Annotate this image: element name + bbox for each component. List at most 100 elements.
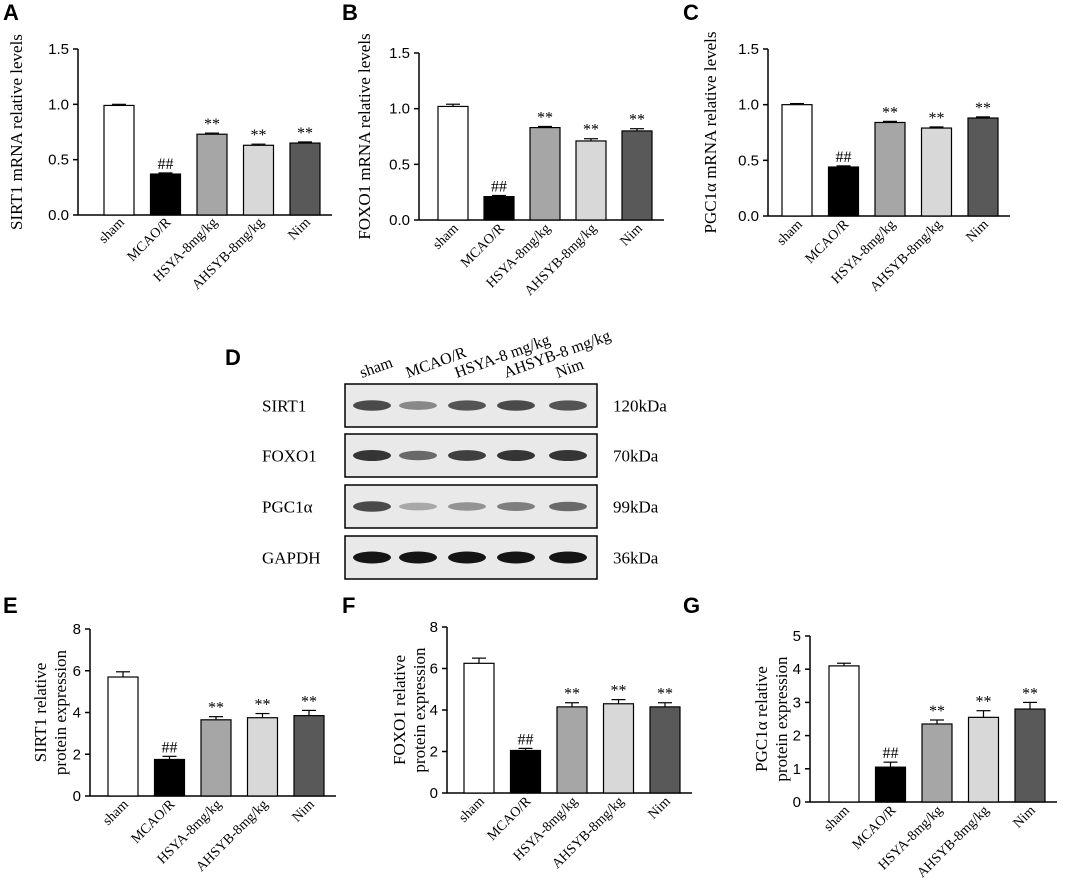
- panel-letter-b: B: [342, 0, 358, 25]
- chart-panel-c: 0.0 0.5 1.0 1.5 PGC1α mRNA relative levels sh…: [701, 31, 1010, 295]
- significance-label: **: [929, 110, 945, 127]
- blot-band: [353, 449, 391, 462]
- bar-sham: [828, 665, 860, 803]
- significance-label: **: [255, 697, 271, 714]
- blot-protein-label: SIRT1: [262, 397, 306, 416]
- blot-band: [448, 502, 486, 511]
- blot-band: [497, 449, 535, 462]
- bar-mcao-r: [874, 766, 907, 803]
- x-tick-label: Nim: [964, 217, 992, 245]
- y-axis-label: SIRT1 relative: [31, 663, 50, 763]
- blot-band: [448, 551, 486, 564]
- bar-nim: [289, 142, 321, 216]
- y-tick-label: 2: [430, 744, 438, 761]
- y-tick-label: 0.5: [389, 156, 410, 173]
- chart-panel-a: 0.0 0.5 1.0 1.5 SIRT1 mRNA relative levels sh…: [7, 34, 332, 293]
- x-tick-label: Nim: [618, 221, 646, 249]
- y-tick-label: 2: [73, 746, 81, 763]
- blot-band: [549, 449, 587, 462]
- x-tick-label: Nim: [286, 215, 314, 243]
- significance-label: **: [537, 109, 553, 126]
- y-tick-label: 4: [430, 702, 438, 719]
- y-tick-label: 0: [430, 785, 438, 802]
- y-axis-label: FOXO1 relative: [390, 655, 409, 765]
- bar-ahsyb-8mg-kg: [920, 127, 953, 217]
- x-tick-label: Nim: [290, 797, 318, 825]
- blot-protein-label: PGC1α: [262, 498, 313, 517]
- blot-protein-label: GAPDH: [262, 549, 321, 568]
- bar-ahsyb-8mg-kg: [575, 140, 607, 221]
- y-tick-label: 0.0: [738, 208, 759, 225]
- y-tick-label: 0.0: [389, 212, 410, 229]
- bar-sham: [463, 662, 495, 794]
- bar-nim: [967, 117, 999, 217]
- blot-band: [497, 551, 535, 564]
- y-tick-label: 0.5: [48, 152, 69, 169]
- panel-letter-a: A: [3, 0, 19, 25]
- significance-label: **: [564, 686, 580, 703]
- significance-label: ##: [491, 179, 507, 196]
- y-axis-label: protein expression: [410, 647, 429, 773]
- chart-panel-g: 0 1 2 3 4 5 PGC1α relative protein expression sh…: [752, 628, 1057, 881]
- y-axis-label: protein expression: [772, 656, 791, 782]
- significance-label: **: [297, 125, 313, 142]
- y-tick-label: 1.0: [389, 101, 410, 118]
- bar-hsya-8mg-kg: [529, 126, 561, 221]
- y-tick-label: 0: [73, 788, 81, 805]
- bar-mcao-r: [509, 749, 542, 794]
- blot-band: [399, 502, 437, 511]
- y-tick-label: 0.0: [48, 207, 69, 224]
- bar-mcao-r: [827, 166, 860, 217]
- significance-label: **: [629, 112, 645, 129]
- blot-size-label: 120kDa: [613, 397, 667, 416]
- significance-label: **: [1022, 685, 1038, 702]
- chart-panel-e: 0 2 4 6 8 SIRT1 relative protein expression sha…: [31, 621, 336, 875]
- bar-sham: [103, 104, 135, 216]
- x-tick-label: sham: [774, 217, 806, 249]
- significance-label: ##: [158, 156, 174, 173]
- y-axis-label: FOXO1 mRNA relative levels: [355, 33, 374, 239]
- blot-band: [549, 400, 587, 411]
- x-tick-label: sham: [96, 215, 128, 247]
- bar-ahsyb-8mg-kg: [246, 717, 279, 797]
- bar-hsya-8mg-kg: [196, 133, 228, 216]
- panel-letter-c: C: [683, 0, 699, 25]
- bar-mcao-r: [149, 173, 182, 216]
- y-tick-label: 4: [793, 661, 801, 678]
- blot-lane-label: sham: [358, 354, 396, 382]
- blot-band: [549, 551, 587, 564]
- blot-band: [448, 400, 486, 411]
- significance-label: **: [976, 694, 992, 711]
- blot-band: [497, 502, 535, 511]
- y-tick-label: 6: [73, 663, 81, 680]
- x-tick-label: Nim: [1011, 803, 1039, 831]
- bar-sham: [437, 105, 469, 221]
- x-tick-label: sham: [430, 221, 462, 253]
- bar-nim: [293, 715, 325, 797]
- y-tick-label: 1.0: [738, 97, 759, 114]
- significance-label: **: [657, 686, 673, 703]
- bar-hsya-8mg-kg: [200, 719, 232, 797]
- bar-sham: [781, 104, 813, 217]
- blot-band: [353, 501, 391, 512]
- significance-label: ##: [883, 745, 899, 762]
- blot-size-label: 70kDa: [613, 447, 659, 466]
- blot-band: [399, 450, 437, 461]
- panel-letter-d: D: [225, 345, 241, 370]
- significance-label: ##: [836, 149, 852, 166]
- bar-sham: [107, 676, 139, 797]
- panel-letter-g: G: [683, 593, 700, 618]
- y-tick-label: 0.5: [738, 152, 759, 169]
- bar-hsya-8mg-kg: [874, 121, 906, 217]
- y-tick-label: 2: [793, 728, 801, 745]
- significance-label: **: [204, 116, 220, 133]
- bar-ahsyb-8mg-kg: [967, 716, 1000, 803]
- y-tick-label: 6: [430, 661, 438, 678]
- blot-band: [399, 551, 437, 564]
- y-axis-label: PGC1α relative: [752, 666, 771, 772]
- significance-label: **: [611, 683, 627, 700]
- significance-label: ##: [162, 739, 178, 756]
- y-tick-label: 1: [793, 761, 801, 778]
